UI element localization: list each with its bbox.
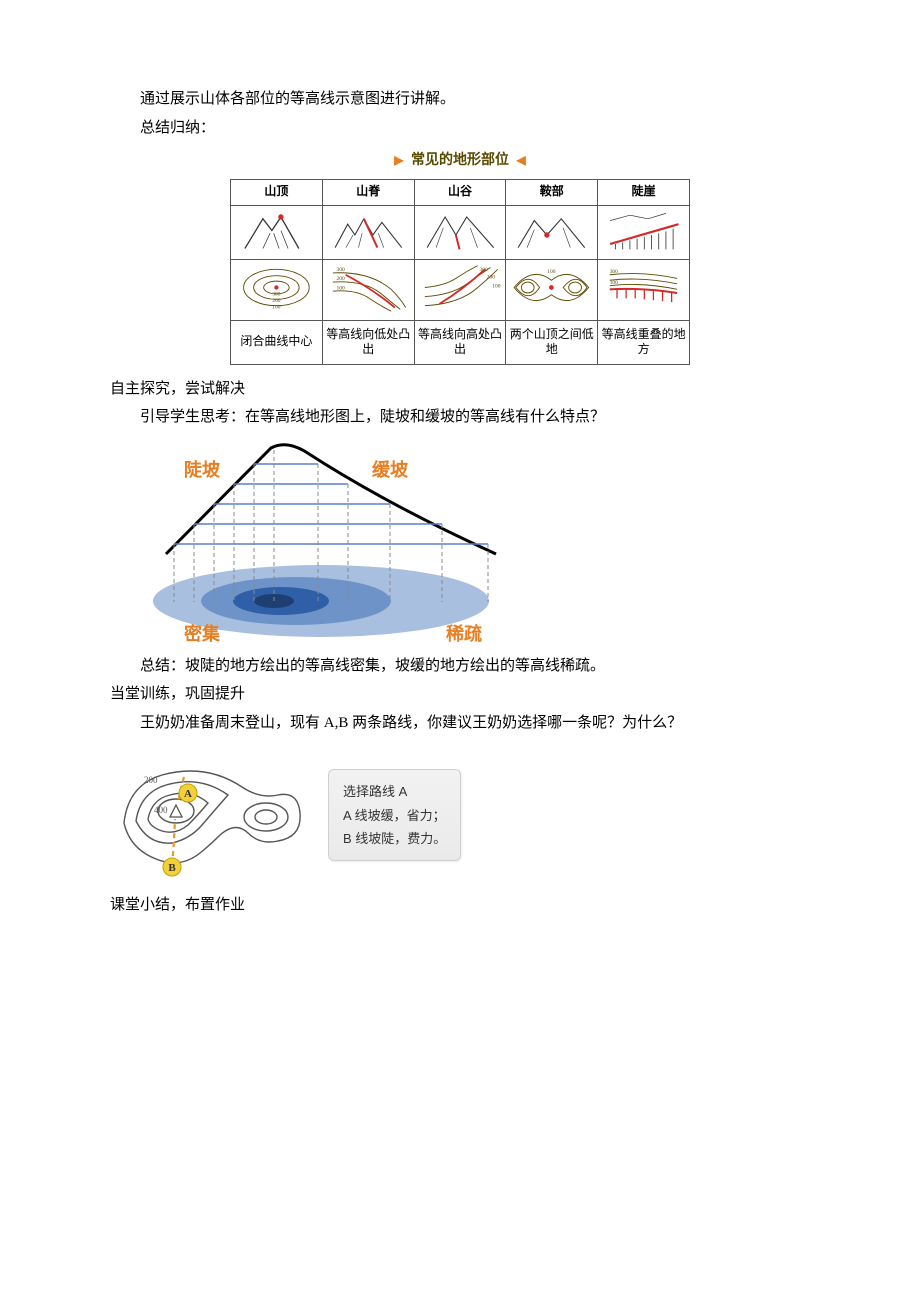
arrow-left-icon: ◀: [513, 153, 530, 167]
marker-b-label: B: [168, 862, 176, 874]
para-conclusion: 总结：坡陡的地方绘出的等高线密集，坡缓的地方绘出的等高线稀疏。: [110, 652, 810, 681]
slope-diagram: 陡坡 缓坡 密集 稀疏: [146, 436, 810, 646]
answer-line-a: A 线坡缓，省力；: [343, 804, 446, 827]
answer-line-b: B 线坡陡，费力。: [343, 827, 446, 850]
contour-saddle: 100: [506, 260, 598, 321]
contour-label: 100: [548, 269, 556, 275]
table-row: [231, 205, 690, 260]
sketch-saddle: [506, 205, 598, 260]
contour-cliff: 300 100: [598, 260, 690, 321]
col-header: 鞍部: [506, 179, 598, 205]
table-row: 山顶 山脊 山谷 鞍部 陡崖: [231, 179, 690, 205]
label-sparse: 稀疏: [446, 623, 482, 644]
col-desc: 等高线向低处凸出: [322, 320, 414, 364]
contour-map: A B 200 400: [110, 745, 310, 885]
col-header: 山顶: [231, 179, 323, 205]
label-steep: 陡坡: [184, 459, 221, 480]
para-explore-question: 引导学生思考：在等高线地形图上，陡坡和缓坡的等高线有什么特点？: [110, 403, 810, 432]
col-desc: 等高线向高处凸出: [414, 320, 506, 364]
terrain-title-text: 常见的地形部位: [411, 153, 509, 168]
contour-value: 200: [144, 775, 158, 785]
sketch-peak: [231, 205, 323, 260]
terrain-table-block: ▶ 常见的地形部位 ◀ 山顶 山脊 山谷 鞍部 陡崖: [110, 148, 810, 365]
para-explore-heading: 自主探究，尝试解决: [110, 375, 810, 404]
contour-label: 300: [336, 267, 344, 273]
table-row: 100 200 300 300 200 100: [231, 260, 690, 321]
contour-ridge: 300 200 100: [322, 260, 414, 321]
col-header: 山谷: [414, 179, 506, 205]
contour-label: 300: [479, 267, 487, 273]
col-desc: 两个山顶之间低地: [506, 320, 598, 364]
answer-title: 选择路线 A: [343, 780, 446, 803]
exercise-block: A B 200 400 选择路线 A A 线坡缓，省力； B 线坡陡，费力。: [110, 745, 810, 885]
contour-label: 200: [336, 276, 344, 282]
label-gentle: 缓坡: [372, 459, 409, 480]
col-header: 山脊: [322, 179, 414, 205]
answer-box: 选择路线 A A 线坡缓，省力； B 线坡陡，费力。: [328, 769, 461, 861]
para-summary-label: 总结归纳：: [110, 114, 810, 143]
arrow-right-icon: ▶: [390, 153, 407, 167]
sketch-valley: [414, 205, 506, 260]
terrain-table: 山顶 山脊 山谷 鞍部 陡崖: [230, 179, 690, 365]
contour-label: 300: [272, 292, 280, 298]
para-intro: 通过展示山体各部位的等高线示意图进行讲解。: [110, 85, 810, 114]
col-header: 陡崖: [598, 179, 690, 205]
contour-label: 300: [610, 269, 618, 275]
contour-label: 100: [610, 280, 618, 286]
col-desc: 等高线重叠的地方: [598, 320, 690, 364]
col-desc: 闭合曲线中心: [231, 320, 323, 364]
contour-label: 100: [492, 284, 500, 290]
table-row: 闭合曲线中心 等高线向低处凸出 等高线向高处凸出 两个山顶之间低地 等高线重叠的…: [231, 320, 690, 364]
contour-peak: 100 200 300: [231, 260, 323, 321]
para-practice-question: 王奶奶准备周末登山，现有 A,B 两条路线，你建议王奶奶选择哪一条呢？为什么？: [110, 709, 810, 738]
para-practice-heading: 当堂训练，巩固提升: [110, 680, 810, 709]
contour-label: 100: [336, 286, 344, 292]
label-dense: 密集: [184, 623, 221, 644]
contour-value: 400: [154, 805, 168, 815]
contour-label: 200: [272, 298, 280, 304]
marker-a-label: A: [184, 788, 192, 800]
sketch-cliff: [598, 205, 690, 260]
sketch-ridge: [322, 205, 414, 260]
contour-valley: 300 200 100: [414, 260, 506, 321]
para-closing: 课堂小结，布置作业: [110, 891, 810, 920]
contour-label: 100: [272, 305, 280, 311]
terrain-table-title: ▶ 常见的地形部位 ◀: [390, 148, 529, 175]
contour-label: 200: [486, 275, 494, 281]
